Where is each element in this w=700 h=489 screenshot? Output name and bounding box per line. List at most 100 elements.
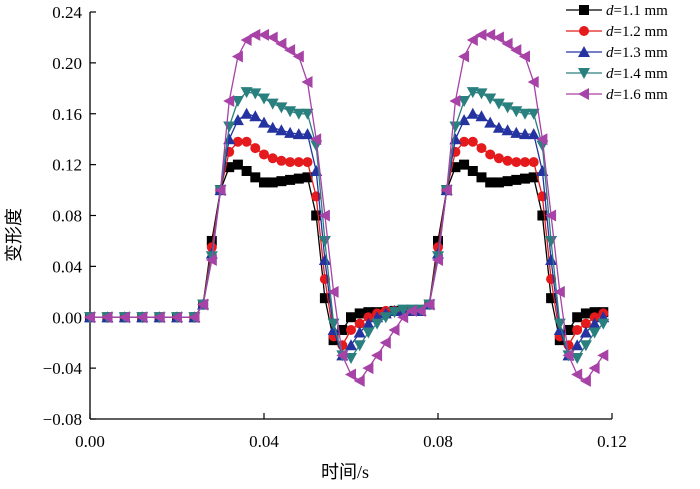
data-point bbox=[345, 368, 356, 381]
data-point bbox=[292, 108, 305, 120]
data-point bbox=[467, 165, 478, 176]
axes-layer: −0.08 −0.04 0.00 0.04 0.08 0.12 0.16 0.20 0.24 0.… bbox=[43, 3, 627, 451]
data-point bbox=[414, 304, 426, 317]
data-point bbox=[319, 293, 330, 304]
data-point bbox=[285, 174, 296, 185]
data-point bbox=[241, 165, 252, 176]
y-tick-label: 0.16 bbox=[52, 105, 82, 124]
data-point bbox=[153, 311, 165, 324]
data-point bbox=[545, 254, 558, 266]
data-point bbox=[266, 98, 279, 110]
data-point bbox=[597, 318, 610, 330]
legend-marker bbox=[578, 46, 590, 57]
data-point bbox=[301, 75, 313, 88]
data-point bbox=[432, 254, 443, 267]
data-point bbox=[205, 254, 217, 267]
data-point bbox=[492, 98, 505, 110]
data-point bbox=[588, 327, 601, 339]
data-point bbox=[571, 352, 584, 364]
data-point bbox=[545, 209, 557, 222]
data-point bbox=[475, 88, 488, 100]
data-point bbox=[485, 177, 496, 188]
legend-marker bbox=[578, 88, 589, 100]
y-axis-title: 变形度 bbox=[4, 208, 24, 262]
data-point bbox=[188, 311, 200, 324]
data-point bbox=[571, 368, 583, 381]
data-point bbox=[571, 339, 584, 351]
data-point bbox=[318, 254, 331, 266]
legend-marker bbox=[578, 68, 590, 79]
data-point bbox=[537, 191, 548, 202]
legend-label: d=1.6 mm bbox=[606, 87, 668, 103]
data-point bbox=[249, 110, 262, 122]
data-point bbox=[232, 159, 243, 170]
data-point bbox=[484, 28, 496, 41]
data-point bbox=[493, 177, 504, 188]
data-point bbox=[240, 107, 253, 119]
data-point bbox=[354, 318, 365, 329]
data-point bbox=[241, 136, 252, 147]
data-point bbox=[223, 121, 236, 133]
y-tick-label: 0.04 bbox=[52, 257, 82, 276]
data-point bbox=[346, 324, 356, 335]
data-point bbox=[118, 311, 130, 324]
data-point bbox=[580, 308, 591, 319]
legend-item-1: d=1.1 mm bbox=[566, 3, 668, 19]
data-point bbox=[310, 133, 322, 146]
data-point bbox=[301, 128, 314, 140]
data-point bbox=[511, 174, 522, 185]
legend-item-2: d=1.2 mm bbox=[566, 24, 668, 40]
data-point bbox=[546, 293, 557, 304]
legend-item-3: d=1.3 mm bbox=[566, 45, 668, 61]
series-3 bbox=[84, 107, 610, 361]
data-point bbox=[537, 210, 548, 221]
data-point bbox=[501, 102, 514, 114]
data-point bbox=[450, 162, 461, 173]
data-point bbox=[276, 176, 287, 187]
data-point bbox=[527, 128, 540, 140]
data-point bbox=[501, 124, 514, 136]
data-point bbox=[527, 108, 540, 120]
series-layer bbox=[84, 28, 610, 387]
data-point bbox=[206, 235, 217, 246]
x-tick-label: 0.04 bbox=[249, 432, 279, 451]
data-point bbox=[231, 96, 244, 108]
legend: d=1.1 mm d=1.2 mm d=1.3 mm d=1.4 mm d=1.6 mm bbox=[566, 3, 668, 103]
data-point bbox=[275, 102, 288, 114]
data-point bbox=[528, 157, 539, 168]
data-point bbox=[520, 157, 530, 168]
data-point bbox=[345, 352, 357, 364]
data-point bbox=[466, 33, 478, 46]
data-point bbox=[510, 106, 523, 118]
x-axis-title: 时间/s bbox=[321, 462, 369, 482]
y-tick-label: 0.12 bbox=[52, 156, 82, 175]
data-point bbox=[433, 235, 443, 246]
data-point bbox=[354, 308, 365, 319]
data-point bbox=[536, 133, 548, 146]
data-point bbox=[250, 143, 261, 154]
data-point bbox=[101, 311, 113, 324]
legend-label: d=1.4 mm bbox=[606, 66, 668, 82]
data-point bbox=[232, 136, 243, 147]
data-point bbox=[267, 177, 278, 188]
data-point bbox=[275, 37, 287, 50]
data-point bbox=[266, 121, 279, 133]
data-point bbox=[485, 149, 496, 160]
data-point bbox=[259, 149, 269, 160]
data-point bbox=[520, 173, 530, 184]
data-point bbox=[397, 304, 410, 316]
legend-marker bbox=[579, 26, 589, 36]
data-point bbox=[136, 311, 148, 324]
data-point bbox=[284, 126, 297, 138]
data-point bbox=[363, 307, 374, 318]
data-point bbox=[353, 326, 366, 338]
data-point bbox=[458, 114, 471, 126]
series-4 bbox=[84, 87, 610, 364]
data-point bbox=[84, 311, 95, 324]
data-point bbox=[362, 317, 375, 329]
data-point bbox=[379, 336, 391, 349]
data-point bbox=[214, 184, 226, 197]
data-point bbox=[476, 172, 487, 183]
data-point bbox=[528, 172, 539, 183]
data-point bbox=[484, 93, 497, 105]
